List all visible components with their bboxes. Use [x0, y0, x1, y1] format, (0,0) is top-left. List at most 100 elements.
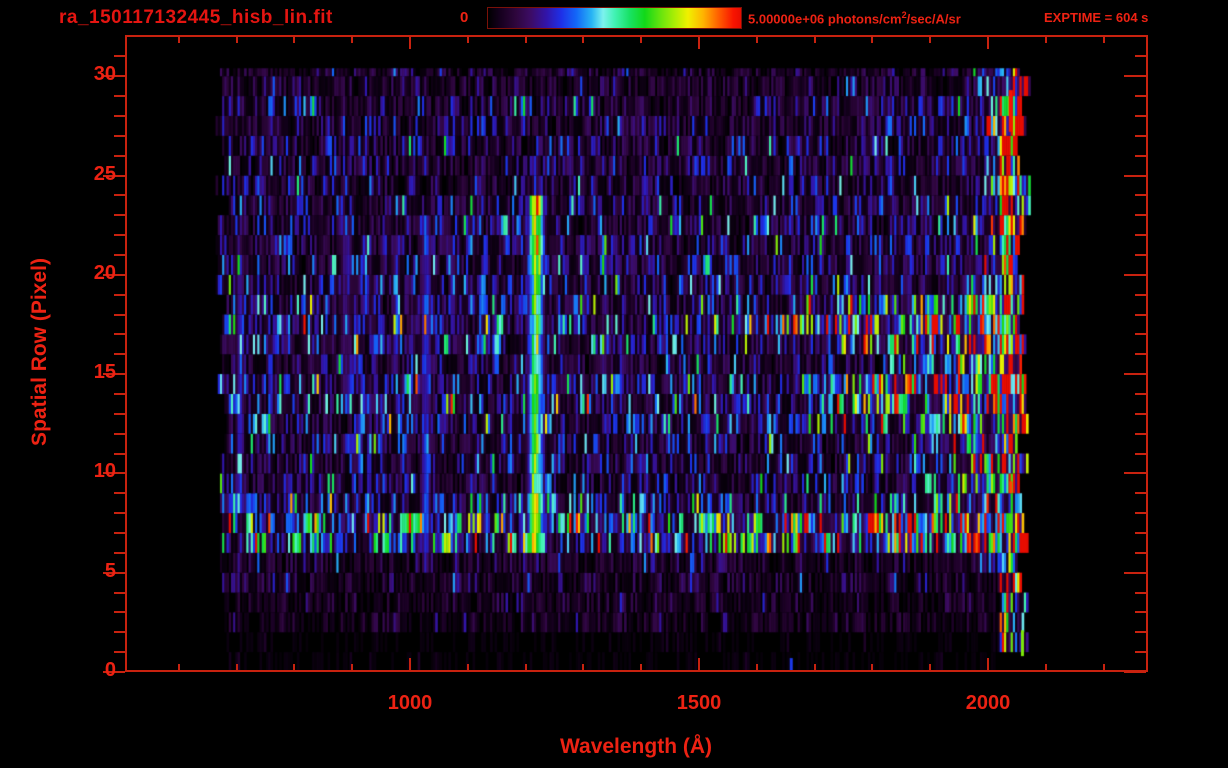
axis-tick: [987, 37, 989, 49]
colorbar-max-label-prefix: 5.00000e+06 photons/cm: [748, 11, 902, 27]
axis-tick: [1135, 651, 1146, 654]
axis-tick: [114, 631, 125, 634]
axis-tick: [1135, 512, 1146, 515]
axis-tick: [114, 412, 125, 415]
axis-tick: [1135, 253, 1146, 256]
axis-tick: [409, 658, 411, 670]
axis-tick: [640, 664, 643, 670]
y-tick-label: 15: [93, 361, 116, 384]
axis-tick: [929, 664, 932, 670]
axis-tick: [177, 37, 180, 43]
axis-tick: [1124, 373, 1146, 376]
axis-tick: [1135, 293, 1146, 296]
axis-tick: [235, 37, 238, 43]
y-tick-label: 5: [104, 559, 116, 582]
axis-tick: [114, 253, 125, 256]
axis-tick: [1124, 472, 1146, 475]
y-tick-label: 0: [104, 659, 116, 681]
axis-tick: [114, 432, 125, 435]
axis-tick: [114, 591, 125, 594]
axis-tick: [114, 392, 125, 395]
axis-tick: [1135, 392, 1146, 395]
axis-tick: [813, 37, 816, 43]
axis-tick: [114, 114, 125, 117]
axis-tick: [114, 531, 125, 534]
axis-tick: [1135, 432, 1146, 435]
axis-tick: [1135, 333, 1146, 336]
axis-tick: [177, 664, 180, 670]
axis-tick: [813, 664, 816, 670]
axis-tick: [114, 134, 125, 137]
colorbar-gradient: [488, 8, 741, 28]
axis-tick: [114, 611, 125, 614]
colorbar: [487, 7, 742, 29]
colorbar-min-label: 0: [460, 9, 469, 26]
axis-tick: [1124, 75, 1146, 78]
axis-tick: [1135, 194, 1146, 197]
axis-tick: [103, 571, 125, 574]
y-axis-label: Spatial Row (Pixel): [28, 258, 51, 446]
axis-tick: [103, 75, 125, 78]
axis-tick: [1044, 664, 1047, 670]
axis-tick: [1124, 174, 1146, 177]
axis-tick: [103, 671, 125, 673]
axis-tick: [1135, 452, 1146, 455]
axis-tick: [293, 664, 296, 670]
axis-tick: [640, 37, 643, 43]
axis-tick: [1135, 412, 1146, 415]
axis-tick: [582, 664, 585, 670]
exptime-label: EXPTIME = 604 s: [1044, 10, 1149, 25]
axis-tick: [929, 37, 932, 43]
axis-tick: [1135, 531, 1146, 534]
axis-tick: [524, 37, 527, 43]
axis-tick: [466, 37, 469, 43]
axis-tick: [351, 37, 354, 43]
x-tick-label: 1000: [387, 692, 433, 714]
y-tick-label: 30: [93, 63, 116, 86]
axis-tick: [1135, 353, 1146, 356]
axis-tick: [293, 37, 296, 43]
axis-tick: [524, 664, 527, 670]
axis-tick: [114, 95, 125, 98]
axis-tick: [1102, 664, 1105, 670]
axis-tick: [871, 37, 874, 43]
axis-tick: [409, 37, 411, 49]
axis-tick: [103, 373, 125, 376]
axis-tick: [582, 37, 585, 43]
axis-tick: [1135, 154, 1146, 157]
axis-tick: [1135, 611, 1146, 614]
axis-tick: [1135, 55, 1146, 58]
axis-tick: [114, 214, 125, 217]
y-tick-label: 25: [93, 162, 116, 185]
filename-title: ra_150117132445_hisb_lin.fit: [59, 7, 333, 28]
axis-tick: [1135, 234, 1146, 237]
axis-tick: [987, 658, 989, 670]
axis-tick: [1124, 671, 1146, 673]
axis-tick: [755, 37, 758, 43]
axis-tick: [1135, 492, 1146, 495]
axis-tick: [1124, 571, 1146, 574]
colorbar-max-label-suffix: /sec/A/sr: [906, 11, 961, 27]
x-tick-label: 1500: [676, 692, 722, 714]
axis-tick: [103, 174, 125, 177]
axis-tick: [114, 492, 125, 495]
axis-tick: [1124, 273, 1146, 276]
axis-tick: [114, 194, 125, 197]
axis-tick: [114, 551, 125, 554]
axis-tick: [1135, 313, 1146, 316]
axis-tick: [114, 234, 125, 237]
axis-tick: [1044, 37, 1047, 43]
axis-tick: [1102, 37, 1105, 43]
axis-tick: [871, 664, 874, 670]
axis-tick: [114, 452, 125, 455]
axis-tick: [351, 664, 354, 670]
axis-tick: [698, 658, 700, 670]
axis-tick: [114, 353, 125, 356]
colorbar-max-label-sup: 2: [901, 10, 907, 20]
colorbar-max-label: 5.00000e+06 photons/cm2/sec/A/sr: [748, 10, 961, 26]
y-tick-label: 10: [93, 460, 116, 483]
axis-tick: [235, 664, 238, 670]
axis-tick: [1135, 551, 1146, 554]
axis-tick: [114, 651, 125, 654]
y-tick-label: 20: [93, 261, 116, 284]
